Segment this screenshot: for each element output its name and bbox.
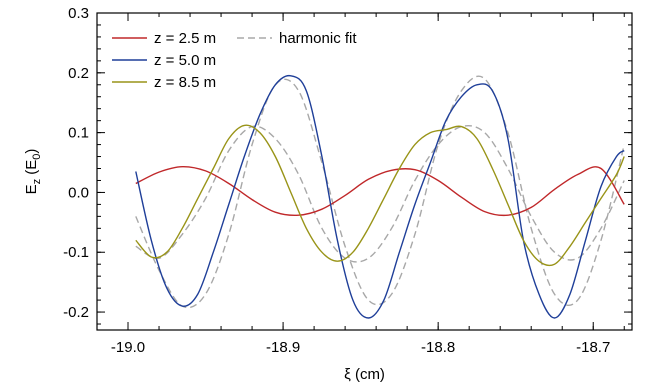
legend-label: z = 2.5 m bbox=[154, 30, 216, 47]
series-line-z-5-0-m bbox=[135, 74, 625, 319]
legend-label: harmonic fit bbox=[279, 30, 357, 47]
y-tick-label: 0.2 bbox=[68, 65, 89, 82]
series-line-z-8-5-m bbox=[135, 124, 625, 267]
y-tick-label: -0.1 bbox=[63, 244, 89, 261]
series-layer bbox=[135, 74, 625, 319]
y-tick-label: 0.0 bbox=[68, 184, 89, 201]
x-axis-label: ξ (cm) bbox=[344, 366, 385, 383]
y-axis-label-main: E bbox=[23, 184, 40, 194]
x-tick-label: -18.9 bbox=[266, 339, 300, 356]
y-axis-label-paren: (E bbox=[23, 160, 40, 179]
legend-label: z = 5.0 m bbox=[154, 52, 216, 69]
y-axis-label-sub-0: 0 bbox=[31, 154, 43, 160]
y-axis-label-sub-z: z bbox=[31, 179, 43, 185]
x-tick-label: -19.0 bbox=[111, 339, 145, 356]
y-tick-label: -0.2 bbox=[63, 304, 89, 321]
legend-label: z = 8.5 m bbox=[154, 74, 216, 91]
x-tick-label: -18.7 bbox=[576, 339, 610, 356]
x-tick-label: -18.8 bbox=[421, 339, 455, 356]
plot-frame bbox=[96, 12, 633, 331]
legend: z = 2.5 m z = 5.0 m z = 8.5 m harmonic fit bbox=[112, 30, 357, 91]
axis-ticks: -19.0 -18.9 -18.8 -18.7 -0.2 -0.1 0.0 0.1 0.2 0.3 bbox=[63, 5, 632, 356]
y-axis-label: Ez (E0) bbox=[23, 149, 43, 195]
y-tick-label: 0.1 bbox=[68, 125, 89, 142]
y-axis-label-close: ) bbox=[23, 149, 40, 154]
series-line-z-2-5-m bbox=[135, 165, 625, 217]
y-tick-label: 0.3 bbox=[68, 5, 89, 22]
series-line-harmonic-fit-2 bbox=[135, 125, 625, 263]
